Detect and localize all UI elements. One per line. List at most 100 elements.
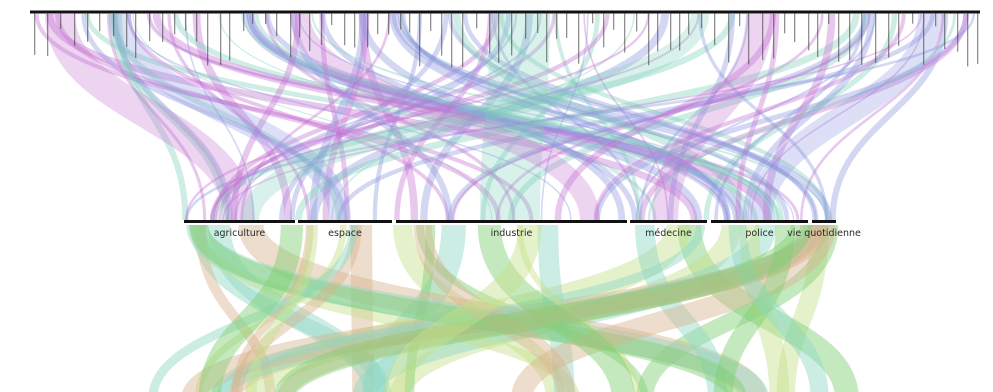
top-axis-label-mark (476, 13, 478, 29)
upper-flow-band (635, 13, 877, 221)
lower-flow-band (195, 224, 276, 392)
upper-flow-band (110, 13, 342, 221)
top-axis-label-mark (967, 13, 969, 67)
top-axis-label-mark (828, 13, 830, 24)
upper-flow-band (173, 13, 782, 221)
top-axis-label-mark (603, 13, 605, 48)
top-axis-label-mark (546, 13, 548, 63)
lower-flow-band (190, 224, 391, 392)
category-bar (184, 220, 295, 223)
upper-flow-band (298, 13, 776, 221)
upper-flow-band (698, 13, 829, 221)
top-axis-label-mark (185, 13, 187, 31)
upper-flow-band (593, 13, 906, 221)
top-axis-label-mark (748, 13, 750, 65)
top-axis-label-mark (838, 13, 840, 62)
lower-flow-band (211, 223, 822, 392)
top-axis-label-mark (849, 13, 851, 60)
upper-flow-band (492, 13, 641, 221)
top-axis-label-mark (784, 13, 786, 34)
upper-flow-band (639, 13, 749, 221)
upper-flow-band (192, 13, 293, 221)
category-bar (812, 220, 836, 223)
lower-flow-band (188, 224, 579, 392)
upper-flow-band (264, 13, 739, 221)
top-axis-label-mark (566, 13, 568, 38)
upper-flow-band (249, 13, 729, 221)
upper-flow-band (218, 13, 655, 221)
top-axis-label-mark (944, 13, 946, 49)
upper-flow-band (451, 13, 871, 221)
upper-flow-band (748, 13, 942, 221)
upper-flow-band (234, 13, 542, 221)
top-axis-label-mark (441, 13, 443, 56)
upper-flow-band (540, 13, 589, 221)
top-axis-label-mark (592, 13, 594, 24)
upper-flow-band (230, 13, 302, 221)
top-axis-label-mark (688, 13, 690, 35)
lower-flow-band (246, 224, 318, 392)
upper-flow-band (319, 13, 350, 221)
upper-flow-band (241, 13, 780, 221)
lower-flow-band (362, 224, 466, 392)
top-axis-label-mark (912, 13, 914, 24)
top-axis-label-mark (537, 13, 539, 34)
upper-flow-band (167, 13, 311, 221)
upper-flow-band (652, 13, 773, 221)
top-axis-label-mark (808, 13, 810, 51)
top-axis-label-mark (794, 13, 796, 43)
upper-flow-band (212, 13, 499, 221)
top-axis-label-mark (762, 13, 764, 61)
upper-flow-band (311, 13, 828, 221)
lower-flow-band (244, 223, 691, 392)
upper-flow-band (294, 13, 860, 221)
top-axis-label-mark (331, 13, 333, 26)
upper-flow-band (322, 13, 370, 221)
top-axis-label-mark (229, 13, 231, 61)
upper-flow-band (81, 13, 348, 221)
top-axis-label-mark (498, 13, 500, 63)
upper-flow-band (34, 13, 534, 221)
top-axis-label-mark (196, 13, 198, 42)
top-axis-label-mark (409, 13, 411, 33)
upper-flow-band (420, 13, 533, 221)
lower-flow-band (238, 222, 766, 392)
top-axis-label-mark (87, 13, 89, 42)
top-axis-label-mark (773, 13, 775, 59)
upper-flow-band (667, 13, 735, 221)
top-axis-label-mark (60, 13, 62, 30)
upper-flow-band (152, 13, 772, 221)
upper-flow-band (248, 13, 657, 221)
top-axis-label-mark (321, 13, 323, 45)
upper-flow-band (279, 13, 512, 221)
upper-flow-band (594, 13, 969, 221)
upper-flow-band (703, 13, 898, 221)
top-axis-label-mark (252, 13, 254, 24)
lower-flow-band (413, 224, 576, 392)
upper-flow-band (400, 13, 784, 221)
lower-flow-band (278, 223, 824, 392)
upper-flow-band (496, 13, 824, 221)
top-axis-label-mark (126, 13, 128, 48)
top-axis-ticks (34, 13, 979, 68)
top-axis-label-mark (714, 13, 716, 46)
upper-flow-band (750, 13, 925, 221)
upper-flow-band (109, 13, 351, 221)
upper-flow-band (331, 13, 635, 221)
upper-flow-band (243, 13, 703, 221)
category-label: industrie (491, 228, 533, 239)
top-axis-label-mark (451, 13, 453, 68)
upper-flow-band (480, 13, 600, 221)
top-axis-label-mark (377, 13, 379, 35)
upper-flow-band (254, 13, 775, 221)
top-axis-label-mark (309, 13, 311, 51)
top-axis-label-mark (977, 13, 979, 64)
upper-flow-band (46, 13, 698, 221)
category-label: espace (328, 228, 362, 239)
upper-flow-band (246, 13, 745, 221)
upper-flow-band (447, 13, 819, 221)
top-axis-label-mark (174, 13, 176, 35)
upper-flow-band (447, 13, 869, 221)
upper-flow-band (115, 13, 189, 221)
